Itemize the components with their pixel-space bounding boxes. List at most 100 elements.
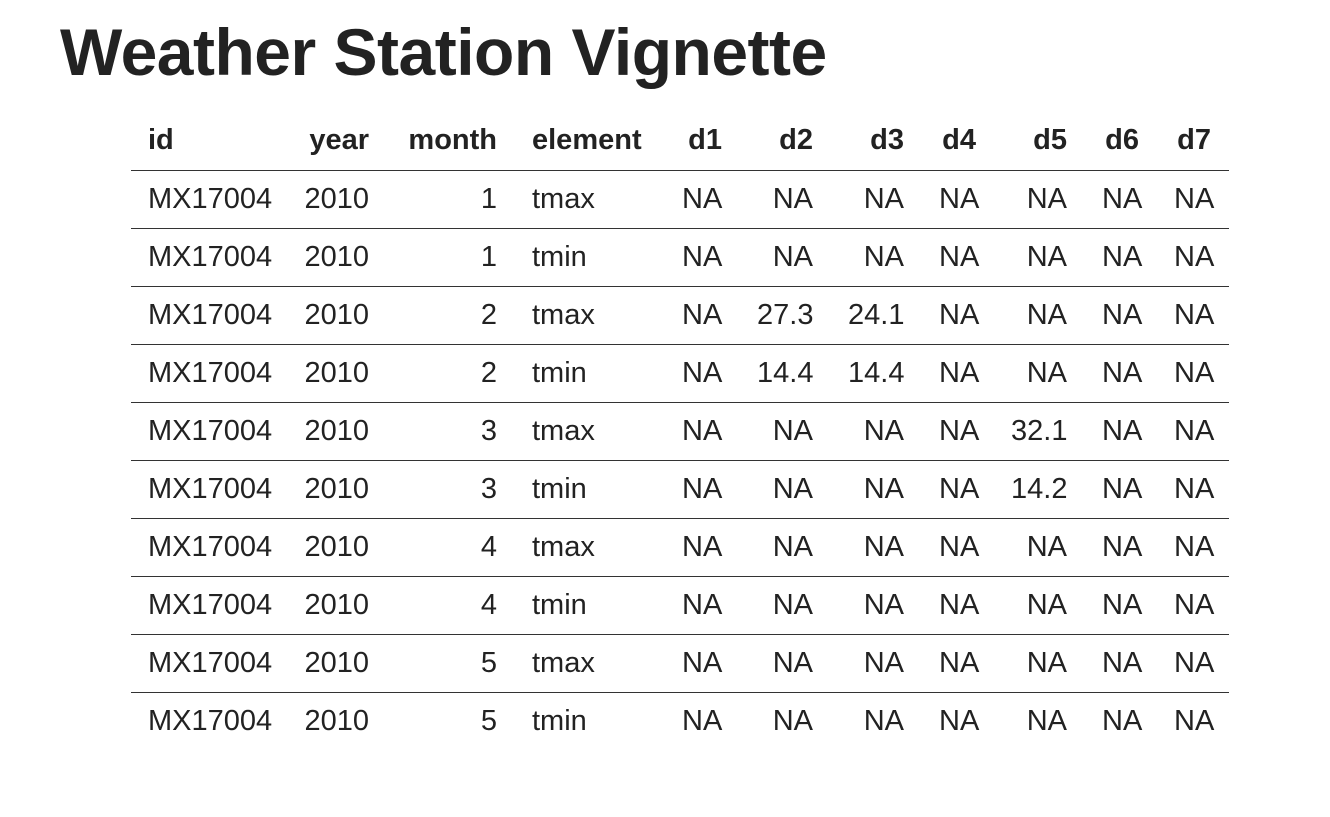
- cell-d7: NA: [1174, 705, 1215, 737]
- cell-d2: NA: [740, 576, 831, 635]
- cell-d7: NA: [1157, 576, 1229, 635]
- cell-d1: NA: [665, 402, 740, 461]
- cell-element: tmin: [515, 460, 665, 519]
- cell-d2: NA: [740, 634, 831, 693]
- cell-element: tmax: [515, 170, 665, 229]
- table-row: MX17004 2010 4 tmin NA NA NA NA NA NA NA: [131, 576, 1229, 635]
- table-row: MX17004 2010 2 tmax NA 27.3 24.1 NA NA NA NA: [131, 286, 1229, 345]
- cell-d7: NA: [1157, 228, 1229, 287]
- cell-d4: NA: [922, 576, 994, 635]
- cell-d2: 14.4: [740, 344, 831, 403]
- cell-d3: NA: [863, 705, 904, 737]
- column-header-d4: d4: [922, 110, 994, 171]
- table-header: id year month element d1 d2 d3 d4 d5 d6 d7: [131, 110, 1229, 171]
- column-header-d3: d3: [831, 110, 922, 171]
- column-header-year: year: [287, 110, 387, 171]
- cell-d1: NA: [665, 344, 740, 403]
- cell-d3: NA: [831, 460, 922, 519]
- cell-d7: NA: [1157, 170, 1229, 229]
- cell-id: MX17004: [131, 344, 287, 403]
- cell-month: 4: [387, 576, 515, 635]
- cell-id: MX17004: [131, 402, 287, 461]
- cell-d5: NA: [994, 286, 1085, 345]
- cell-month: 5: [387, 634, 515, 693]
- cell-d3: NA: [831, 228, 922, 287]
- cell-id: MX17004: [131, 634, 287, 693]
- cell-d2: NA: [740, 518, 831, 577]
- page-title: Weather Station Vignette: [60, 15, 827, 89]
- cell-month: 3: [387, 402, 515, 461]
- cell-d4: NA: [922, 518, 994, 577]
- cell-d5: NA: [994, 634, 1085, 693]
- cell-d1: NA: [665, 170, 740, 229]
- column-header-month: month: [387, 110, 515, 171]
- weather-data-table: id year month element d1 d2 d3 d4 d5 d6 d7 MX17004…: [131, 110, 1229, 750]
- column-header-element: element: [515, 110, 665, 171]
- cell-d6: NA: [1085, 402, 1157, 461]
- header-row: id year month element d1 d2 d3 d4 d5 d6 d7: [131, 110, 1229, 171]
- cell-element: tmin: [515, 344, 665, 403]
- cell-id: MX17004: [131, 518, 287, 577]
- table-row: MX17004 2010 3 tmin NA NA NA NA 14.2 NA NA: [131, 460, 1229, 519]
- cell-d2: NA: [740, 460, 831, 519]
- cell-element: tmax: [515, 402, 665, 461]
- column-header-d5: d5: [994, 110, 1085, 171]
- column-header-d1: d1: [665, 110, 740, 171]
- cell-d6: NA: [1085, 634, 1157, 693]
- cell-d3: NA: [831, 576, 922, 635]
- cell-d5: NA: [1026, 705, 1067, 737]
- cell-year: 2010: [287, 518, 387, 577]
- cell-d6: NA: [1085, 170, 1157, 229]
- cell-d4: NA: [922, 228, 994, 287]
- cell-id: MX17004: [131, 460, 287, 519]
- cell-d5: NA: [994, 576, 1085, 635]
- cell-month: 2: [387, 286, 515, 345]
- cell-element: tmin: [532, 705, 587, 737]
- cell-d4: NA: [922, 286, 994, 345]
- column-header-id: id: [131, 110, 287, 171]
- cell-d2: NA: [772, 705, 813, 737]
- cell-year: 2010: [287, 634, 387, 693]
- cell-d7: NA: [1157, 402, 1229, 461]
- cell-element: tmax: [515, 634, 665, 693]
- cell-d1: NA: [665, 576, 740, 635]
- cell-year: 2010: [304, 705, 369, 737]
- cell-d1: NA: [665, 228, 740, 287]
- cell-d1: NA: [665, 634, 740, 693]
- cell-d3: NA: [831, 402, 922, 461]
- table-row: MX17004 2010 5 tmin NA NA NA NA NA NA NA: [131, 693, 1229, 751]
- cell-month: 2: [387, 344, 515, 403]
- column-header-d7: d7: [1157, 110, 1229, 171]
- cell-element: tmax: [515, 286, 665, 345]
- cell-id: MX17004: [131, 576, 287, 635]
- table-row: MX17004 2010 1 tmax NA NA NA NA NA NA NA: [131, 170, 1229, 229]
- cell-month: 1: [387, 170, 515, 229]
- cell-d3: NA: [831, 518, 922, 577]
- cell-month: 1: [387, 228, 515, 287]
- table-row: MX17004 2010 2 tmin NA 14.4 14.4 NA NA NA NA: [131, 344, 1229, 403]
- cell-d5: 14.2: [994, 460, 1085, 519]
- cell-d1: NA: [665, 286, 740, 345]
- cell-element: tmin: [515, 576, 665, 635]
- cell-d6: NA: [1085, 286, 1157, 345]
- cell-year: 2010: [287, 228, 387, 287]
- cell-d3: NA: [831, 634, 922, 693]
- cell-d4: NA: [922, 344, 994, 403]
- cell-d7: NA: [1157, 344, 1229, 403]
- table-row: MX17004 2010 5 tmax NA NA NA NA NA NA NA: [131, 634, 1229, 693]
- cell-d1: NA: [665, 460, 740, 519]
- cell-d3: 14.4: [831, 344, 922, 403]
- cell-id: MX17004: [131, 228, 287, 287]
- cell-d4: NA: [922, 634, 994, 693]
- cell-d5: NA: [994, 228, 1085, 287]
- cell-d3: NA: [831, 170, 922, 229]
- cell-id: MX17004: [131, 286, 287, 345]
- cell-d2: NA: [740, 228, 831, 287]
- cell-d6: NA: [1085, 518, 1157, 577]
- cell-d1: NA: [665, 518, 740, 577]
- cell-d5: 32.1: [994, 402, 1085, 461]
- cell-d4: NA: [922, 402, 994, 461]
- column-header-d2: d2: [740, 110, 831, 171]
- cell-id: MX17004: [148, 705, 273, 737]
- cell-d7: NA: [1157, 460, 1229, 519]
